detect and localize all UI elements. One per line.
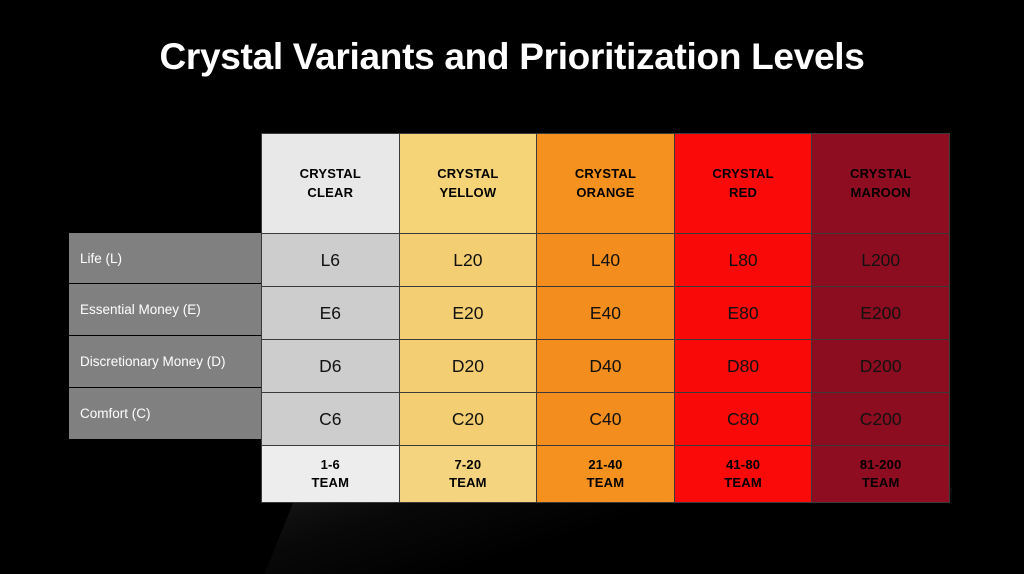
team-size-orange: 21-40 TEAM [536,445,675,503]
header-line-1: CRYSTAL [712,165,774,181]
column-header-crystal-red: CRYSTAL RED [673,133,813,234]
table-header-row: CRYSTAL CLEAR CRYSTAL YELLOW CRYSTAL ORA… [261,133,950,234]
team-label: TEAM [724,475,762,490]
column-header-crystal-maroon: CRYSTAL MAROON [811,133,950,234]
cell-comfort-red: C80 [673,392,813,446]
cell-life-maroon: L200 [811,233,950,287]
team-range: 21-40 [588,456,623,472]
header-line-1: CRYSTAL [437,165,499,181]
team-range: 41-80 [725,456,761,472]
cell-comfort-yellow: C20 [398,392,538,446]
cell-discretionary-yellow: D20 [398,339,538,393]
cell-discretionary-red: D80 [673,339,813,393]
header-line-2: YELLOW [439,184,497,200]
header-line-2: CLEAR [307,184,354,200]
cell-essential-yellow: E20 [398,286,538,340]
cell-essential-red: E80 [673,286,813,340]
team-size-red: 41-80 TEAM [673,445,813,503]
cell-comfort-maroon: C200 [811,392,950,446]
row-label-essential-money: Essential Money (E) [69,284,261,336]
row-label-discretionary-money: Discretionary Money (D) [69,336,261,388]
row-label-column: Life (L) Essential Money (E) Discretiona… [69,232,261,440]
team-size-row: 1-6 TEAM 7-20 TEAM 21-40 TEAM 41-80 TEAM… [261,445,950,503]
row-label-text: Comfort (C) [80,406,151,421]
row-label-life: Life (L) [69,232,261,284]
team-range: 7-20 [454,456,482,472]
header-line-1: CRYSTAL [574,165,637,181]
cell-essential-clear: E6 [261,286,400,340]
cell-discretionary-maroon: D200 [811,339,950,393]
header-line-1: CRYSTAL [850,165,912,181]
cell-life-clear: L6 [261,233,400,287]
page-title: Crystal Variants and Prioritization Leve… [159,36,865,77]
team-label: TEAM [449,475,487,490]
header-line-2: MAROON [850,184,911,200]
header-line-2: RED [729,184,758,200]
team-label: TEAM [861,475,900,490]
column-header-crystal-orange: CRYSTAL ORANGE [536,133,675,234]
cell-discretionary-clear: D6 [261,339,400,393]
cell-life-yellow: L20 [398,233,538,287]
cell-comfort-clear: C6 [261,392,400,446]
team-size-yellow: 7-20 TEAM [398,445,538,503]
column-header-crystal-clear: CRYSTAL CLEAR [261,133,400,234]
cell-essential-orange: E40 [536,286,675,340]
team-range: 1-6 [320,456,340,472]
cell-life-orange: L40 [536,233,675,287]
header-line-1: CRYSTAL [299,165,361,181]
table-row: C6 C20 C40 C80 C200 [261,392,950,446]
cell-life-red: L80 [673,233,813,287]
table-row: D6 D20 D40 D80 D200 [261,339,950,393]
row-label-text: Essential Money (E) [80,302,201,317]
crystal-matrix-table: CRYSTAL CLEAR CRYSTAL YELLOW CRYSTAL ORA… [261,133,950,503]
column-header-crystal-yellow: CRYSTAL YELLOW [398,133,538,234]
team-size-maroon: 81-200 TEAM [811,445,950,503]
table-row: L6 L20 L40 L80 L200 [261,233,950,287]
table-row: E6 E20 E40 E80 E200 [261,286,950,340]
cell-comfort-orange: C40 [536,392,675,446]
team-label: TEAM [586,475,625,490]
cell-essential-maroon: E200 [811,286,950,340]
team-range: 81-200 [859,456,902,472]
header-line-2: ORANGE [576,184,635,200]
team-size-clear: 1-6 TEAM [261,445,400,503]
team-label: TEAM [311,475,350,490]
row-label-comfort: Comfort (C) [69,388,261,440]
row-label-text: Discretionary Money (D) [80,354,226,369]
cell-discretionary-orange: D40 [536,339,675,393]
row-label-text: Life (L) [80,250,123,266]
